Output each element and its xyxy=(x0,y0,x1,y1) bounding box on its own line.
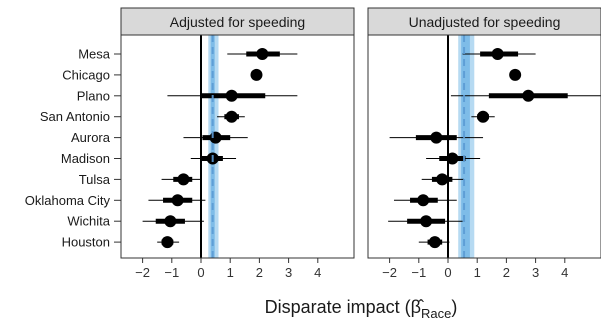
estimate-point xyxy=(161,236,174,249)
category-label: Wichita xyxy=(67,214,110,229)
x-axis-label: Disparate impact (β̂Race) xyxy=(265,297,458,321)
plot-area xyxy=(121,35,354,258)
x-tick-label: 3 xyxy=(285,265,292,280)
x-tick-label: −1 xyxy=(164,265,179,280)
reference-band-inner xyxy=(461,35,470,258)
x-axis-label-subscript: Race xyxy=(421,306,451,321)
estimate-point xyxy=(209,131,222,144)
category-label: Mesa xyxy=(78,47,111,62)
panel-title: Unadjusted for speeding xyxy=(409,14,561,30)
estimate-point xyxy=(446,152,459,165)
panel-unadjusted: Unadjusted for speeding −2 −1 0 1 2 3 4 xyxy=(367,7,601,280)
category-labels: Mesa Chicago Plano San Antonio Aurora Madison… xyxy=(25,47,121,250)
estimate-point xyxy=(225,89,238,102)
category-label: Oklahoma City xyxy=(25,193,111,208)
estimate-point xyxy=(522,89,535,102)
estimate-point xyxy=(164,215,177,228)
category-label: Madison xyxy=(61,151,110,166)
x-axis-label-close: ) xyxy=(451,297,457,317)
estimate-point xyxy=(177,173,190,186)
estimate-point xyxy=(225,110,238,123)
category-label: Plano xyxy=(77,88,110,103)
x-tick-label: 4 xyxy=(561,265,568,280)
category-label: Houston xyxy=(62,235,110,250)
x-tick-label: 1 xyxy=(474,265,481,280)
panel-adjusted: Adjusted for speeding −2 −1 0 1 2 3 4 xyxy=(120,7,355,280)
x-tick-label: 4 xyxy=(314,265,321,280)
x-tick-label: 0 xyxy=(197,265,204,280)
panel-strip xyxy=(120,7,355,36)
x-tick-label: −2 xyxy=(382,265,397,280)
panel-title: Adjusted for speeding xyxy=(170,14,305,30)
category-label: Aurora xyxy=(71,130,111,145)
estimate-point xyxy=(171,194,184,207)
estimate-point xyxy=(430,131,443,144)
panels: Adjusted for speeding−2 −1 0 1 2 3 4Unadjusted… xyxy=(120,7,601,280)
x-tick-label: 0 xyxy=(444,265,451,280)
estimate-point xyxy=(428,236,441,249)
category-label: Tulsa xyxy=(79,172,111,187)
estimate-point xyxy=(417,194,430,207)
category-label: Chicago xyxy=(62,67,110,82)
x-tick-label: 2 xyxy=(256,265,263,280)
x-tick-label: 3 xyxy=(532,265,539,280)
panel-strip xyxy=(367,7,601,36)
x-tick-label: 1 xyxy=(227,265,234,280)
x-tick-label: −2 xyxy=(135,265,150,280)
estimate-point xyxy=(436,173,449,186)
panel-frame xyxy=(367,34,601,259)
estimate-point xyxy=(256,48,269,60)
estimate-point xyxy=(250,68,263,81)
estimate-point xyxy=(420,215,433,228)
x-tick-label: 2 xyxy=(503,265,510,280)
estimate-point xyxy=(491,48,504,60)
x-axis-label-main: Disparate impact (β̂ xyxy=(265,297,424,317)
plot-area xyxy=(368,35,601,258)
panel-frame xyxy=(120,34,355,259)
category-label: San Antonio xyxy=(40,109,110,124)
x-tick-label: −1 xyxy=(411,265,426,280)
estimate-point xyxy=(509,68,522,81)
estimate-point xyxy=(477,110,490,123)
